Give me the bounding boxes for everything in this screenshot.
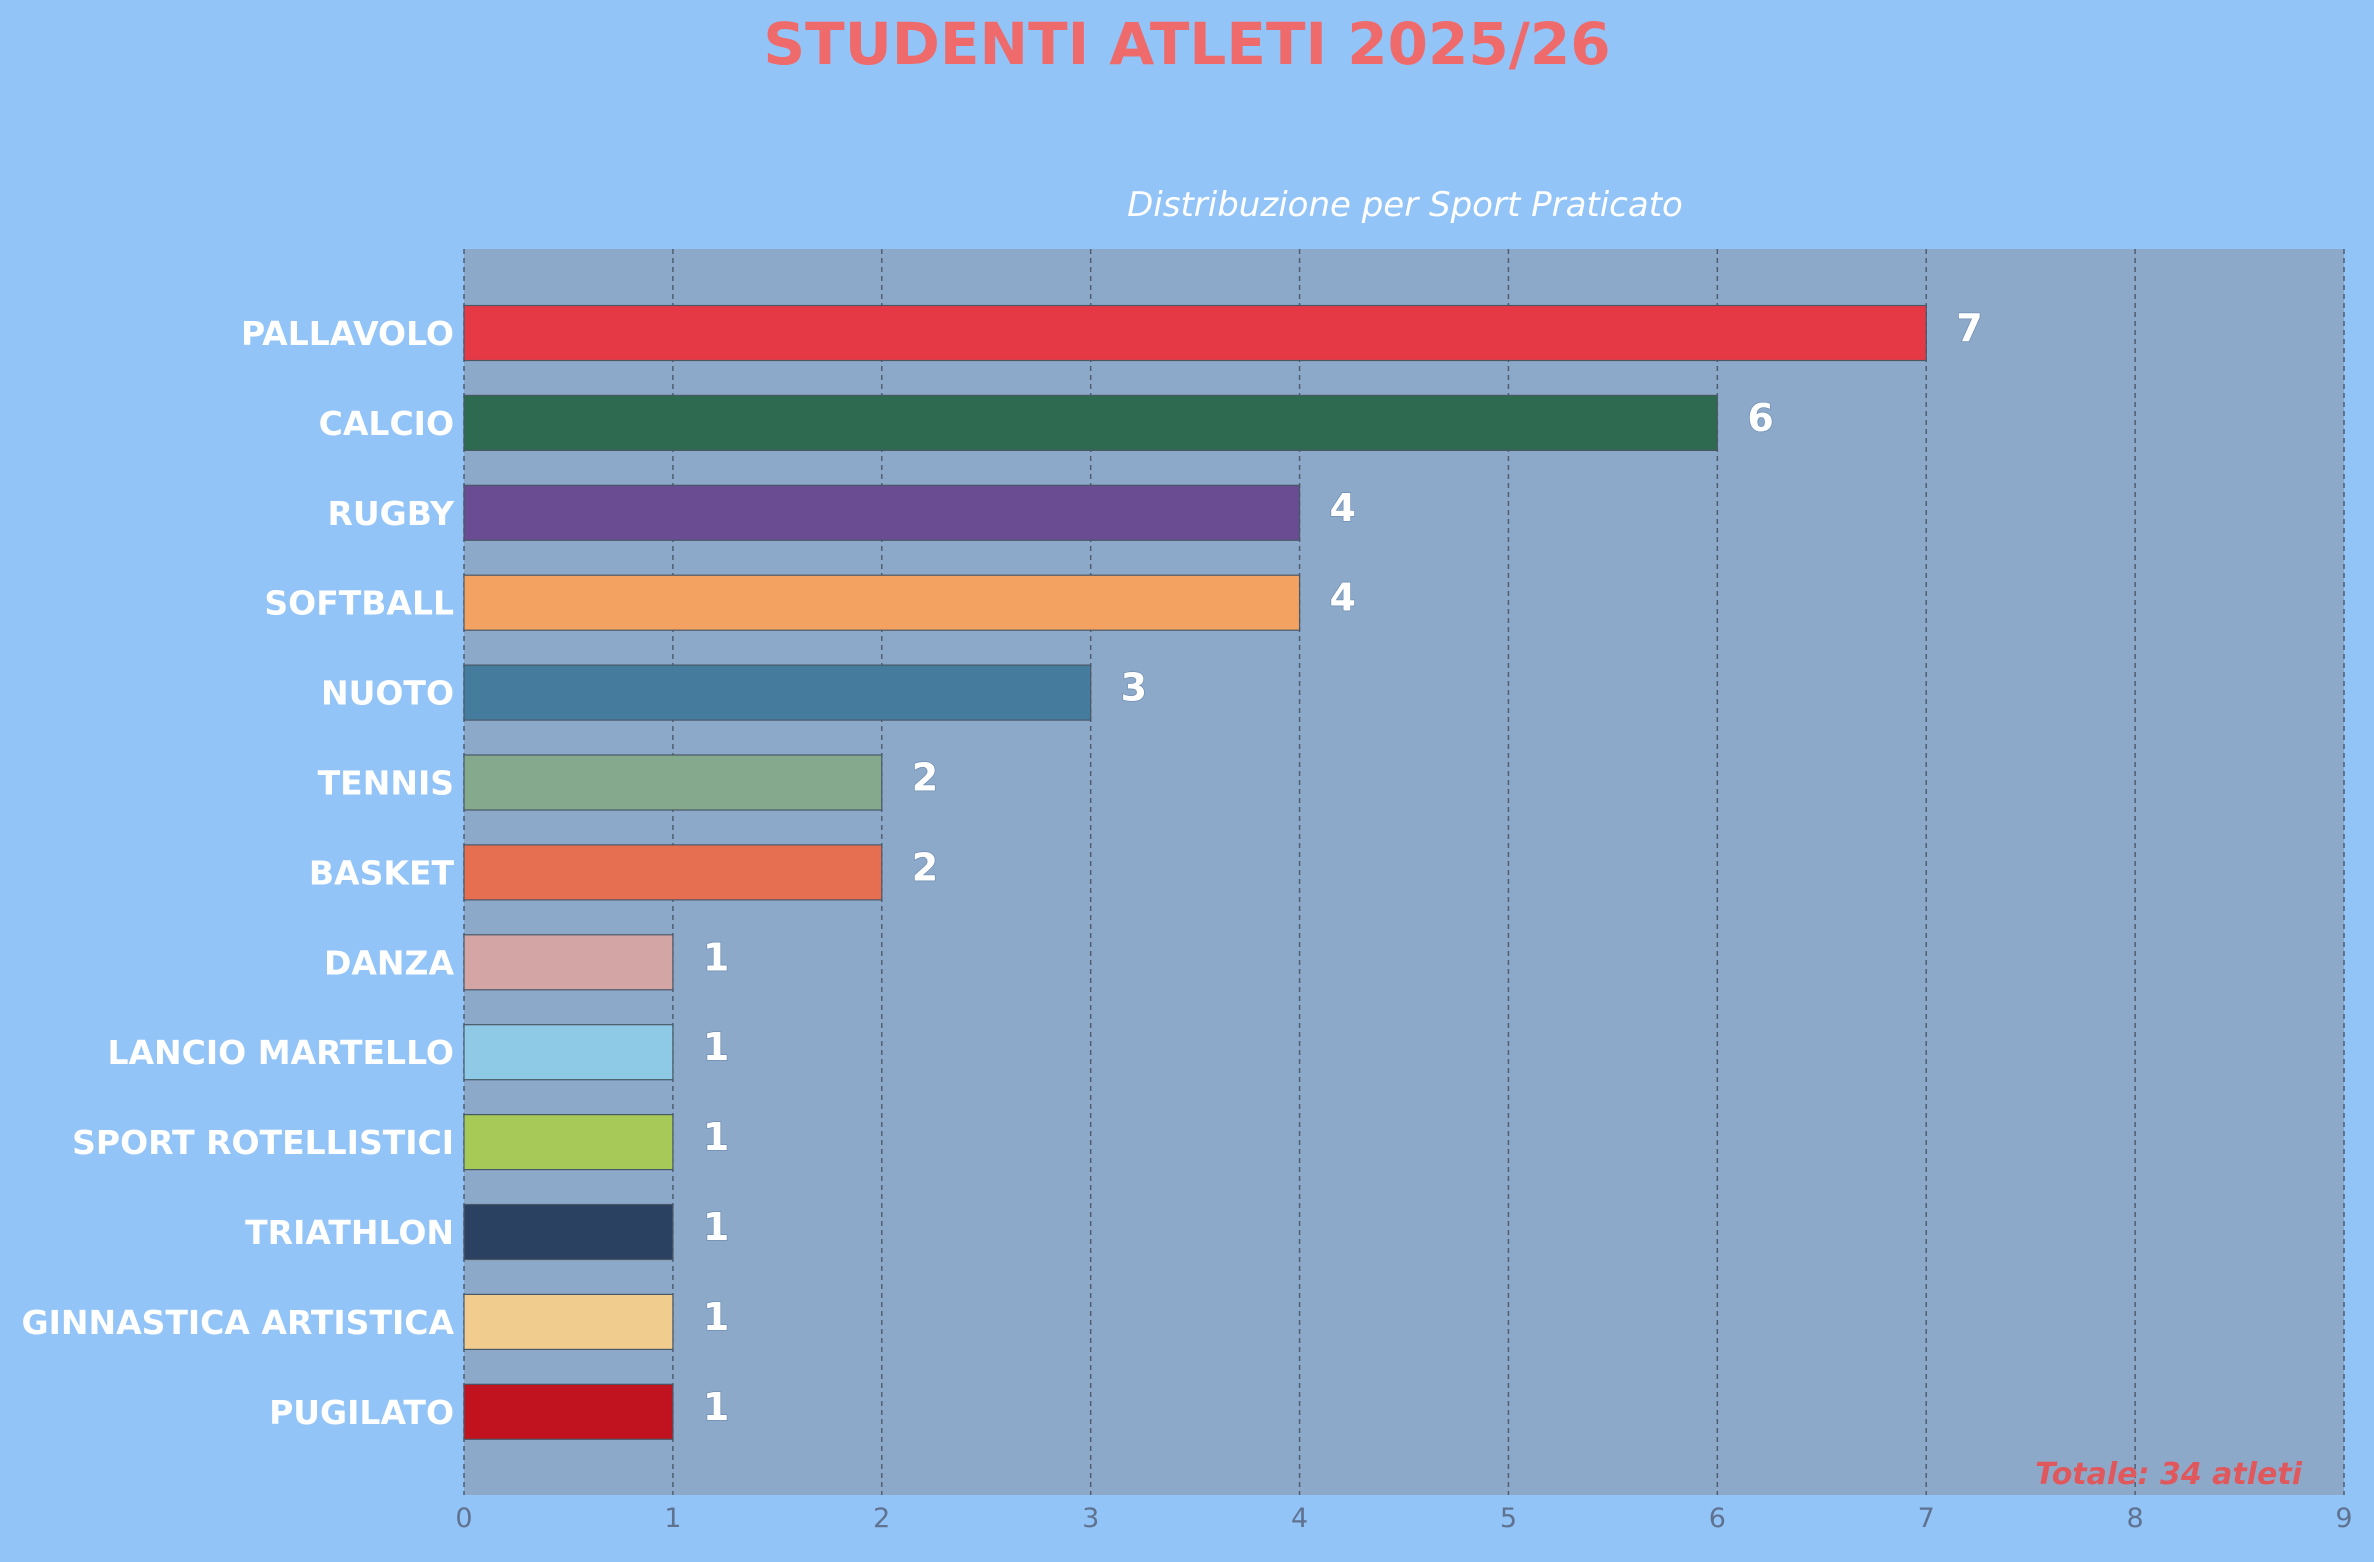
x-tick-label: 9 xyxy=(2335,1503,2352,1534)
bar-pugilato xyxy=(463,1383,674,1440)
x-tick-label: 1 xyxy=(664,1503,681,1534)
bar-danza xyxy=(463,934,674,991)
bar-basket xyxy=(463,844,883,901)
bar-nuoto xyxy=(463,664,1092,721)
category-label: CALCIO xyxy=(319,404,454,443)
x-axis-ticks: 0 1 2 3 4 5 6 7 8 9 xyxy=(455,1503,2352,1534)
data-label: 1 xyxy=(703,935,729,979)
category-label: TRIATHLON xyxy=(245,1213,454,1252)
category-label: DANZA xyxy=(324,943,454,982)
data-label: 1 xyxy=(703,1385,729,1429)
data-label: 7 xyxy=(1956,306,1982,350)
x-tick-label: 0 xyxy=(455,1503,472,1534)
x-tick-label: 7 xyxy=(1918,1503,1935,1534)
bar-sport-rotellistici xyxy=(463,1113,674,1171)
x-tick-label: 3 xyxy=(1082,1503,1099,1534)
category-label: PALLAVOLO xyxy=(241,314,454,353)
value-labels: 7 6 4 4 3 2 2 1 1 1 1 1 1 xyxy=(702,305,1983,1429)
category-label: TENNIS xyxy=(318,764,454,803)
chart-subtitle: Distribuzione per Sport Praticato xyxy=(1127,185,1683,225)
category-label: NUOTO xyxy=(321,674,454,713)
bar-triathlon xyxy=(463,1203,674,1261)
bars xyxy=(463,304,1927,1440)
data-label: 3 xyxy=(1121,666,1147,710)
category-label: SOFTBALL xyxy=(264,584,454,623)
data-label: 2 xyxy=(912,756,938,800)
bar-calcio xyxy=(463,394,1718,451)
data-label: 1 xyxy=(703,1295,729,1339)
category-label: GINNASTICA ARTISTICA xyxy=(21,1303,454,1342)
chart-title: STUDENTI ATLETI 2025/26 xyxy=(763,10,1610,78)
data-label: 4 xyxy=(1330,576,1356,620)
x-tick-label: 8 xyxy=(2127,1503,2144,1534)
bar-rugby xyxy=(463,484,1301,541)
data-label: 1 xyxy=(703,1115,729,1159)
bar-ginnastica-artistica xyxy=(463,1293,674,1351)
x-tick-label: 2 xyxy=(873,1503,890,1534)
x-tick-label: 4 xyxy=(1291,1503,1308,1534)
category-label: SPORT ROTELLISTICI xyxy=(72,1123,454,1162)
bar-softball xyxy=(463,574,1301,631)
bar-pallavolo xyxy=(463,304,1927,362)
category-label: RUGBY xyxy=(327,494,455,533)
x-tick-label: 5 xyxy=(1500,1503,1517,1534)
data-label: 1 xyxy=(703,1025,729,1069)
data-label: 4 xyxy=(1330,486,1356,530)
bar-tennis xyxy=(463,754,883,811)
category-label: LANCIO MARTELLO xyxy=(107,1033,454,1072)
data-label: 2 xyxy=(912,845,938,889)
category-labels: PALLAVOLO CALCIO RUGBY SOFTBALL NUOTO TENNIS B… xyxy=(21,314,455,1432)
bar-lancio-martello xyxy=(463,1024,674,1081)
data-label: 6 xyxy=(1747,396,1773,440)
category-label: BASKET xyxy=(309,853,455,892)
category-label: PUGILATO xyxy=(269,1393,454,1432)
total-annotation: Totale: 34 atleti xyxy=(2035,1457,2303,1492)
data-label: 1 xyxy=(703,1205,729,1249)
x-tick-label: 6 xyxy=(1709,1503,1726,1534)
